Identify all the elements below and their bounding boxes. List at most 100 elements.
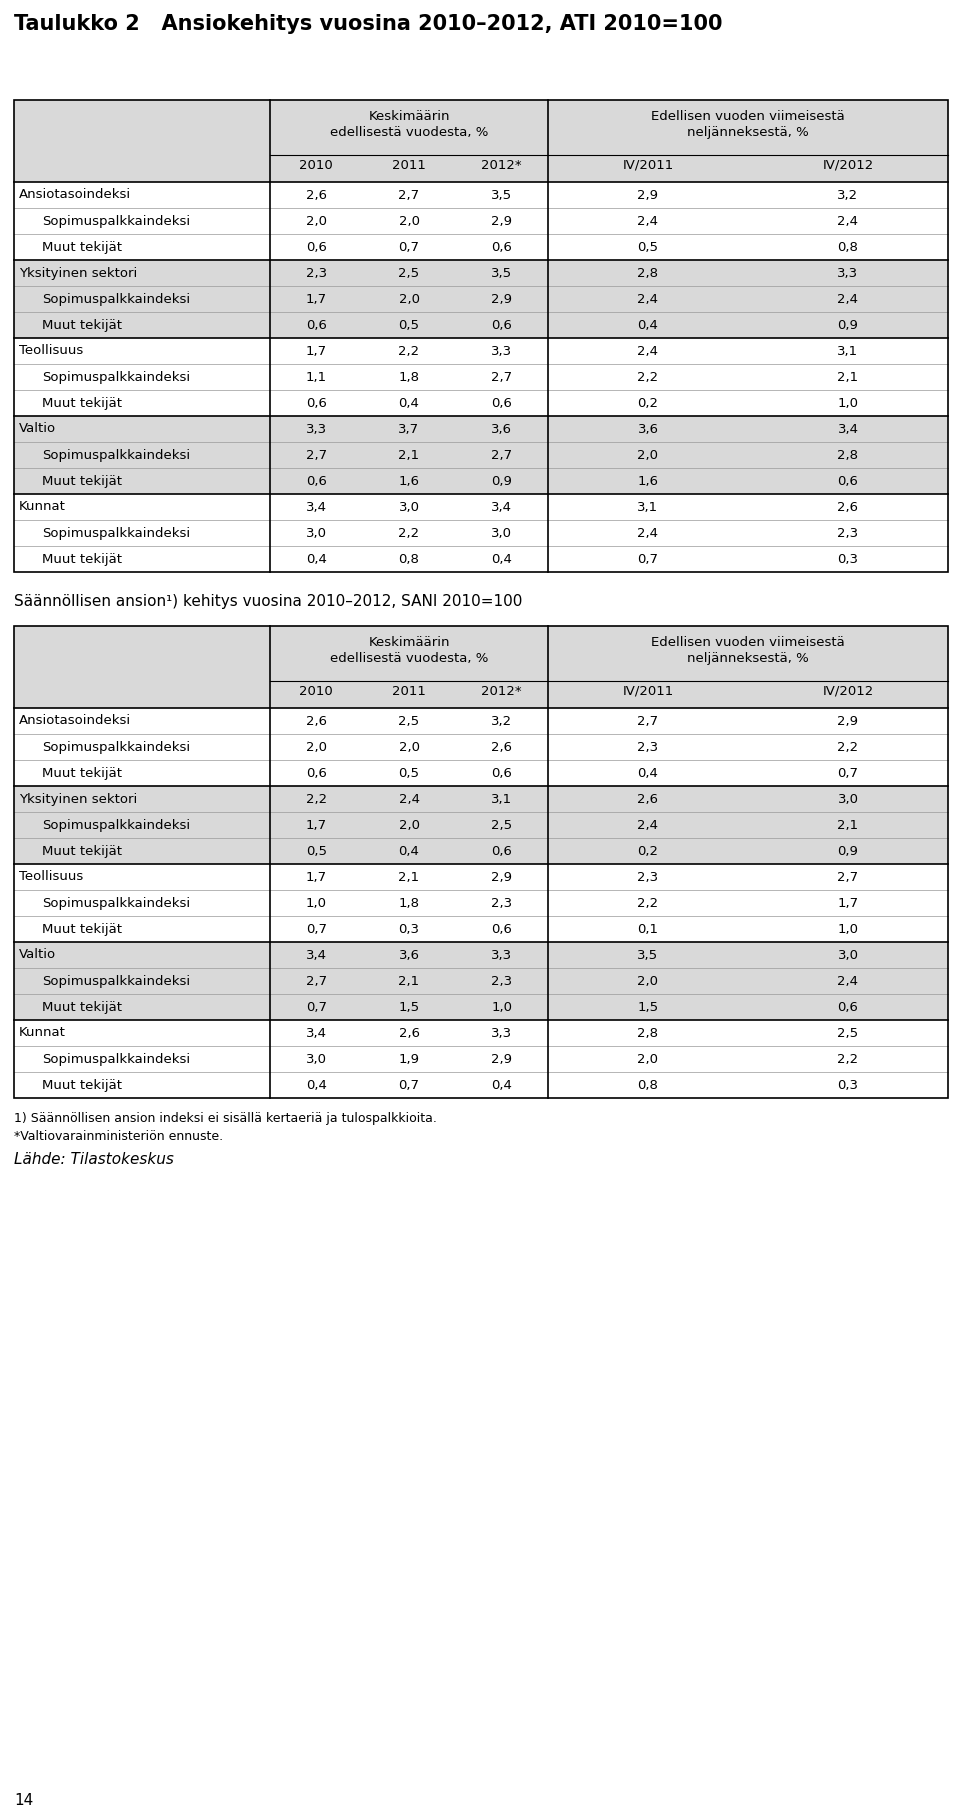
Text: 2,1: 2,1 (837, 819, 858, 831)
Text: 2012*: 2012* (481, 685, 522, 697)
Bar (14, 786, 948, 811)
Text: 2,6: 2,6 (492, 741, 513, 753)
Bar (14, 942, 948, 969)
Text: 3,4: 3,4 (306, 949, 326, 962)
Text: Muut tekijät: Muut tekijät (42, 319, 122, 331)
Text: 3,1: 3,1 (492, 793, 513, 806)
Text: Teollisuus: Teollisuus (19, 871, 84, 884)
Text: 2012*: 2012* (481, 159, 522, 172)
Text: 1,8: 1,8 (398, 371, 420, 384)
Text: 2,2: 2,2 (398, 527, 420, 540)
Text: 2011: 2011 (392, 685, 426, 697)
Text: 2,6: 2,6 (398, 1027, 420, 1040)
Text: 1,0: 1,0 (306, 896, 326, 909)
Text: 2,6: 2,6 (306, 715, 326, 728)
Text: Sopimuspalkkaindeksi: Sopimuspalkkaindeksi (42, 819, 190, 831)
Text: 0,8: 0,8 (837, 241, 858, 254)
Text: 0,9: 0,9 (492, 474, 512, 487)
Text: Muut tekijät: Muut tekijät (42, 552, 122, 565)
Text: 0,6: 0,6 (492, 922, 512, 936)
Text: 2,7: 2,7 (306, 974, 327, 987)
Text: 3,4: 3,4 (492, 500, 513, 514)
Text: 3,6: 3,6 (398, 949, 420, 962)
Text: 2,7: 2,7 (306, 449, 327, 462)
Text: 2,3: 2,3 (306, 266, 327, 279)
Text: 2,9: 2,9 (492, 293, 513, 306)
Text: 0,4: 0,4 (637, 319, 659, 331)
Text: 2,2: 2,2 (306, 793, 327, 806)
Text: 2,4: 2,4 (837, 974, 858, 987)
Text: 2,0: 2,0 (398, 293, 420, 306)
Text: Säännöllisen ansion¹) kehitys vuosina 2010–2012, SANI 2010=100: Säännöllisen ansion¹) kehitys vuosina 20… (14, 594, 522, 608)
Text: 0,9: 0,9 (837, 319, 858, 331)
Text: 2,5: 2,5 (837, 1027, 858, 1040)
Text: 1,1: 1,1 (306, 371, 327, 384)
Text: 3,2: 3,2 (837, 188, 858, 201)
Text: 2,4: 2,4 (837, 293, 858, 306)
Bar (14, 261, 948, 286)
Text: 2,0: 2,0 (398, 819, 420, 831)
Text: 2,4: 2,4 (837, 214, 858, 228)
Text: 2,1: 2,1 (398, 974, 420, 987)
Text: Sopimuspalkkaindeksi: Sopimuspalkkaindeksi (42, 527, 190, 540)
Text: 3,7: 3,7 (398, 422, 420, 435)
Text: 2,8: 2,8 (837, 449, 858, 462)
Text: 0,7: 0,7 (637, 552, 659, 565)
Text: Muut tekijät: Muut tekijät (42, 1079, 122, 1092)
Text: Sopimuspalkkaindeksi: Sopimuspalkkaindeksi (42, 974, 190, 987)
Text: 2,0: 2,0 (398, 741, 420, 753)
Text: 2,3: 2,3 (837, 527, 858, 540)
Text: Sopimuspalkkaindeksi: Sopimuspalkkaindeksi (42, 449, 190, 462)
Text: 0,1: 0,1 (637, 922, 659, 936)
Text: 3,0: 3,0 (492, 527, 513, 540)
Text: Edellisen vuoden viimeisestä: Edellisen vuoden viimeisestä (651, 636, 845, 648)
Text: 3,3: 3,3 (492, 949, 513, 962)
Bar (14, 286, 948, 311)
Text: 2,2: 2,2 (837, 741, 858, 753)
Text: 2,9: 2,9 (492, 214, 513, 228)
Text: 2,7: 2,7 (492, 449, 513, 462)
Text: 0,6: 0,6 (837, 1000, 858, 1014)
Text: 1,8: 1,8 (398, 896, 420, 909)
Text: 3,4: 3,4 (306, 1027, 326, 1040)
Text: 1,7: 1,7 (837, 896, 858, 909)
Text: Sopimuspalkkaindeksi: Sopimuspalkkaindeksi (42, 293, 190, 306)
Text: 0,5: 0,5 (398, 319, 420, 331)
Text: 0,6: 0,6 (306, 397, 326, 409)
Text: 2,2: 2,2 (837, 1052, 858, 1065)
Text: 1,7: 1,7 (306, 819, 327, 831)
Text: 2,3: 2,3 (637, 871, 659, 884)
Text: 2,4: 2,4 (398, 793, 420, 806)
Text: IV/2011: IV/2011 (622, 159, 674, 172)
Text: 0,6: 0,6 (492, 766, 512, 779)
Text: 1,5: 1,5 (637, 1000, 659, 1014)
Text: Keskimäärin: Keskimäärin (369, 110, 449, 123)
Text: 1,5: 1,5 (398, 1000, 420, 1014)
Text: 0,6: 0,6 (492, 319, 512, 331)
Text: Muut tekijät: Muut tekijät (42, 397, 122, 409)
Text: 3,1: 3,1 (637, 500, 659, 514)
Text: 3,5: 3,5 (492, 188, 513, 201)
Bar (14, 838, 948, 864)
Text: Muut tekijät: Muut tekijät (42, 844, 122, 857)
Text: Taulukko 2   Ansiokehitys vuosina 2010–2012, ATI 2010=100: Taulukko 2 Ansiokehitys vuosina 2010–201… (14, 14, 723, 34)
Bar (14, 627, 948, 1097)
Text: 0,6: 0,6 (306, 474, 326, 487)
Text: 2,9: 2,9 (492, 871, 513, 884)
Text: 1,0: 1,0 (837, 397, 858, 409)
Bar (14, 417, 948, 442)
Bar (14, 811, 948, 838)
Text: Valtio: Valtio (19, 422, 56, 435)
Text: 3,4: 3,4 (306, 500, 326, 514)
Text: Kunnat: Kunnat (19, 1027, 66, 1040)
Text: 2,3: 2,3 (637, 741, 659, 753)
Text: 0,7: 0,7 (398, 1079, 420, 1092)
Text: 2,8: 2,8 (637, 1027, 659, 1040)
Text: 2,7: 2,7 (837, 871, 858, 884)
Text: 0,4: 0,4 (492, 552, 512, 565)
Text: 2,0: 2,0 (398, 214, 420, 228)
Text: 2,2: 2,2 (637, 371, 659, 384)
Text: 0,3: 0,3 (837, 552, 858, 565)
Text: 1,9: 1,9 (398, 1052, 420, 1065)
Text: 1,0: 1,0 (492, 1000, 513, 1014)
